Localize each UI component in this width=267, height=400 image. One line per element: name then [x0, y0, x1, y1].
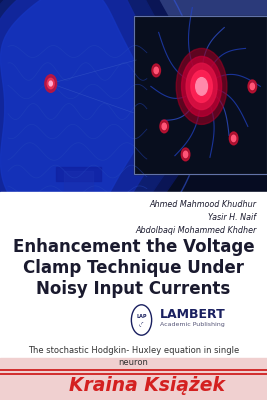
- Text: The stochastic Hodgkin- Huxley equation in single
neuron: The stochastic Hodgkin- Huxley equation …: [28, 346, 239, 367]
- Circle shape: [49, 81, 52, 86]
- Text: Academic Publishing: Academic Publishing: [160, 322, 225, 327]
- Text: Kraina Książek: Kraina Książek: [69, 376, 225, 395]
- Bar: [0, 192, 267, 400]
- Bar: [0, 0, 267, 16]
- Circle shape: [176, 48, 227, 124]
- Polygon shape: [0, 0, 205, 277]
- Circle shape: [181, 148, 190, 161]
- Bar: [0, 358, 267, 400]
- Polygon shape: [0, 0, 193, 260]
- Circle shape: [45, 75, 57, 92]
- Circle shape: [182, 56, 222, 116]
- Circle shape: [186, 63, 217, 110]
- Circle shape: [160, 120, 168, 133]
- Text: Ahmed Mahmood Khudhur
Yasir H. Naif
Abdolbaqi Mohammed Khdher: Ahmed Mahmood Khudhur Yasir H. Naif Abdo…: [135, 200, 256, 235]
- Circle shape: [152, 64, 160, 77]
- Text: Enhancement the Voltage
Clamp Technique Under
Noisy Input Currents: Enhancement the Voltage Clamp Technique …: [13, 238, 254, 298]
- Circle shape: [162, 123, 166, 130]
- Circle shape: [154, 67, 158, 74]
- Circle shape: [229, 132, 238, 145]
- Polygon shape: [1, 0, 149, 228]
- Circle shape: [183, 151, 188, 158]
- Circle shape: [196, 78, 207, 95]
- Bar: [134, 16, 267, 174]
- Circle shape: [191, 70, 212, 102]
- Circle shape: [248, 80, 257, 93]
- Text: LAMBERT: LAMBERT: [160, 308, 226, 321]
- Bar: [134, 16, 267, 174]
- Circle shape: [47, 78, 54, 89]
- Circle shape: [231, 135, 236, 142]
- Polygon shape: [0, 0, 172, 248]
- Circle shape: [250, 83, 254, 90]
- Text: LAP: LAP: [136, 314, 147, 318]
- Bar: [0, 16, 267, 192]
- Text: ◟◜: ◟◜: [139, 322, 144, 326]
- Bar: [134, 16, 267, 174]
